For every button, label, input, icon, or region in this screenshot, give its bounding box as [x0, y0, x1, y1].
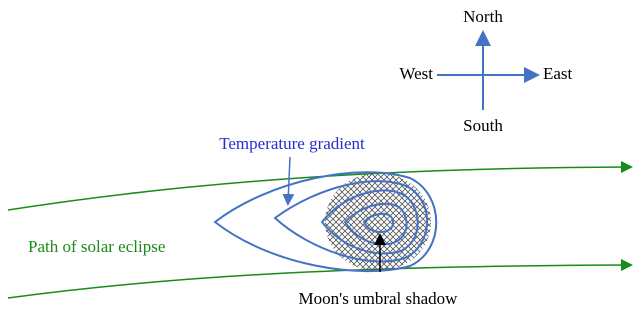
- north-label: North: [463, 7, 503, 26]
- gradient-arrow: [288, 157, 290, 203]
- compass: North South East West: [399, 7, 572, 135]
- east-label: East: [543, 64, 573, 83]
- diagram: North South East West Path of solar ecli…: [0, 0, 635, 311]
- path-label: Path of solar eclipse: [28, 237, 165, 256]
- south-label: South: [463, 116, 503, 135]
- gradient-label: Temperature gradient: [219, 134, 365, 153]
- shadow-label: Moon's umbral shadow: [299, 289, 459, 308]
- west-label: West: [399, 64, 433, 83]
- umbral-shadow: [325, 173, 431, 271]
- path-north-edge: [8, 167, 630, 210]
